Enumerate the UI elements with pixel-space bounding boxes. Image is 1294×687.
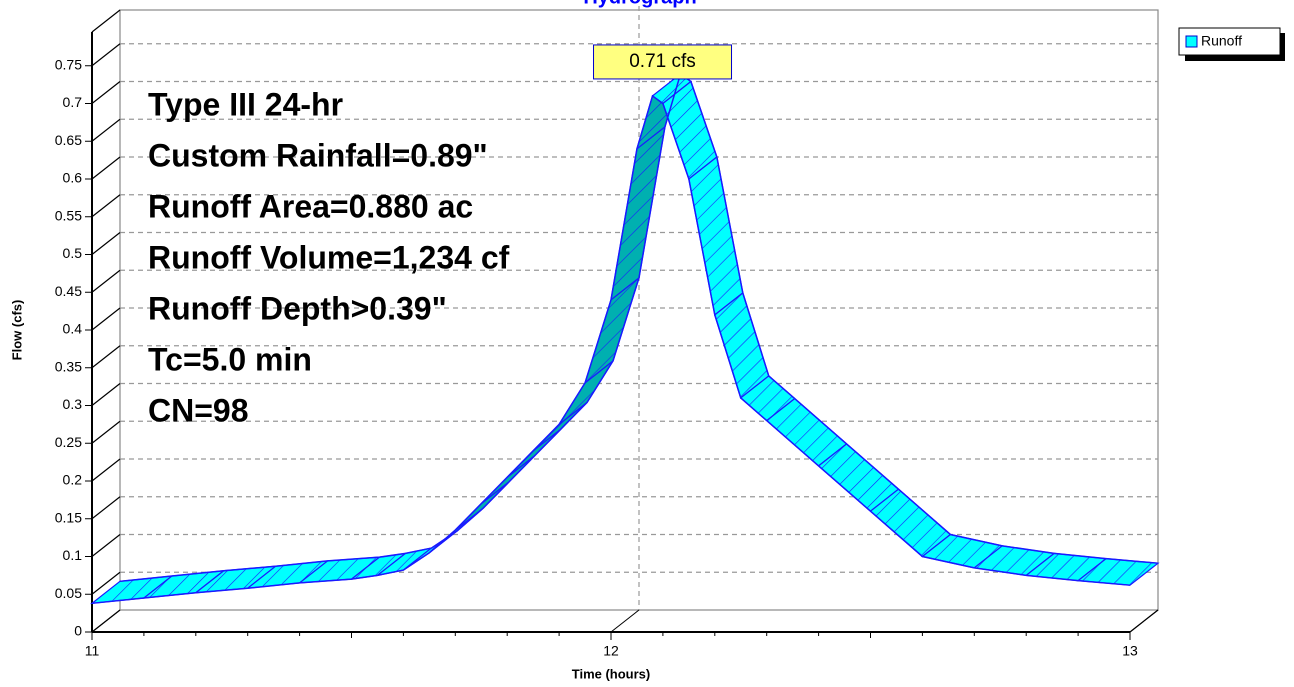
ribbon-hatch: [974, 545, 1055, 576]
annotation: CN=98: [148, 392, 249, 428]
x-axis-label: Time (hours): [572, 666, 651, 681]
grid-line: [91, 571, 121, 595]
ribbon-hatch: [714, 292, 769, 398]
y-tick-label: 0.5: [63, 245, 83, 261]
annotation: Runoff Volume=1,234 cf: [148, 239, 510, 275]
y-tick-label: 0.55: [55, 207, 82, 223]
grid-line: [91, 269, 121, 293]
y-tick-label: 0.05: [55, 585, 82, 601]
grid-line: [91, 496, 121, 520]
grid-line: [91, 420, 121, 444]
grid-line: [91, 156, 121, 180]
ribbon-hatch: [533, 402, 588, 451]
ribbon-hatch: [922, 534, 1003, 568]
ribbon-back-edge: [119, 72, 1159, 583]
legend-label: Runoff: [1201, 33, 1242, 49]
grid-line: [91, 194, 121, 218]
grid-line: [91, 232, 121, 255]
chart-title: Hydrograph: [583, 0, 696, 8]
ribbon-hatch: [247, 560, 328, 589]
ribbon-hatch: [299, 557, 380, 583]
y-tick-label: 0.4: [63, 321, 83, 337]
annotation: Runoff Area=0.880 ac: [148, 188, 473, 224]
ribbon-hatch: [507, 428, 562, 478]
ribbon-hatch: [92, 576, 172, 604]
ribbon-hatch: [818, 443, 899, 512]
peak-label: 0.71 cfs: [629, 51, 696, 72]
grid-line: [91, 43, 121, 67]
y-tick-label: 0.7: [63, 94, 83, 110]
y-tick-label: 0.25: [55, 434, 82, 450]
ribbon-hatch: [195, 566, 276, 593]
ribbon-hatch: [766, 398, 847, 466]
y-tick-label: 0.15: [55, 509, 82, 525]
y-tick-label: 0.3: [63, 396, 83, 412]
x-tick-label: 13: [1122, 643, 1138, 659]
frame: [91, 6, 1159, 633]
y-tick-label: 0.1: [63, 547, 83, 563]
grid-line: [91, 458, 121, 482]
x-tick-depth: [610, 609, 640, 633]
y-tick-label: 0: [74, 623, 82, 639]
ribbon-hatch: [688, 157, 743, 315]
grid-line: [91, 383, 121, 406]
ribbon-hatch: [481, 455, 536, 504]
y-tick-label: 0.65: [55, 132, 82, 148]
x-tick-depth: [1129, 609, 1159, 633]
y-tick-label: 0.45: [55, 283, 82, 299]
annotation: Runoff Depth>0.39": [148, 290, 447, 326]
ribbon-hatch: [1078, 558, 1158, 586]
x-tick-label: 12: [603, 643, 619, 659]
ribbon-hatch: [611, 126, 665, 300]
y-tick-label: 0.2: [63, 472, 83, 488]
ribbon-hatch: [455, 481, 510, 531]
ribbon-hatch: [585, 277, 639, 383]
grid-line: [91, 118, 121, 142]
ribbon-hatch: [870, 489, 951, 557]
annotation: Tc=5.0 min: [148, 341, 312, 377]
y-tick-label: 0.75: [55, 56, 82, 72]
ribbon-hatch: [662, 81, 717, 179]
annotation: Type III 24-hr: [148, 86, 343, 122]
ribbon-hatch: [377, 548, 432, 576]
grid-line: [91, 307, 121, 331]
y-tick-label: 0.6: [63, 170, 83, 186]
legend: Runoff: [1178, 27, 1285, 61]
legend-swatch: [1185, 35, 1198, 48]
grid-line: [91, 534, 121, 557]
ribbon-hatch: [351, 553, 406, 580]
annotation: Custom Rainfall=0.89": [148, 137, 488, 173]
ribbon-hatch: [559, 360, 614, 425]
grid-line: [91, 81, 121, 104]
x-tick-depth: [91, 609, 121, 633]
peak-label-box: [593, 44, 733, 80]
ribbon-hatch: [143, 570, 224, 599]
ribbon-front-edge: [91, 94, 1131, 605]
x-tick-label: 11: [85, 643, 100, 659]
ribbon-hatch: [652, 73, 691, 104]
grid-line: [91, 345, 121, 369]
y-tick-label: 0.35: [55, 358, 82, 374]
y-axis-label: Flow (cfs): [9, 300, 24, 361]
